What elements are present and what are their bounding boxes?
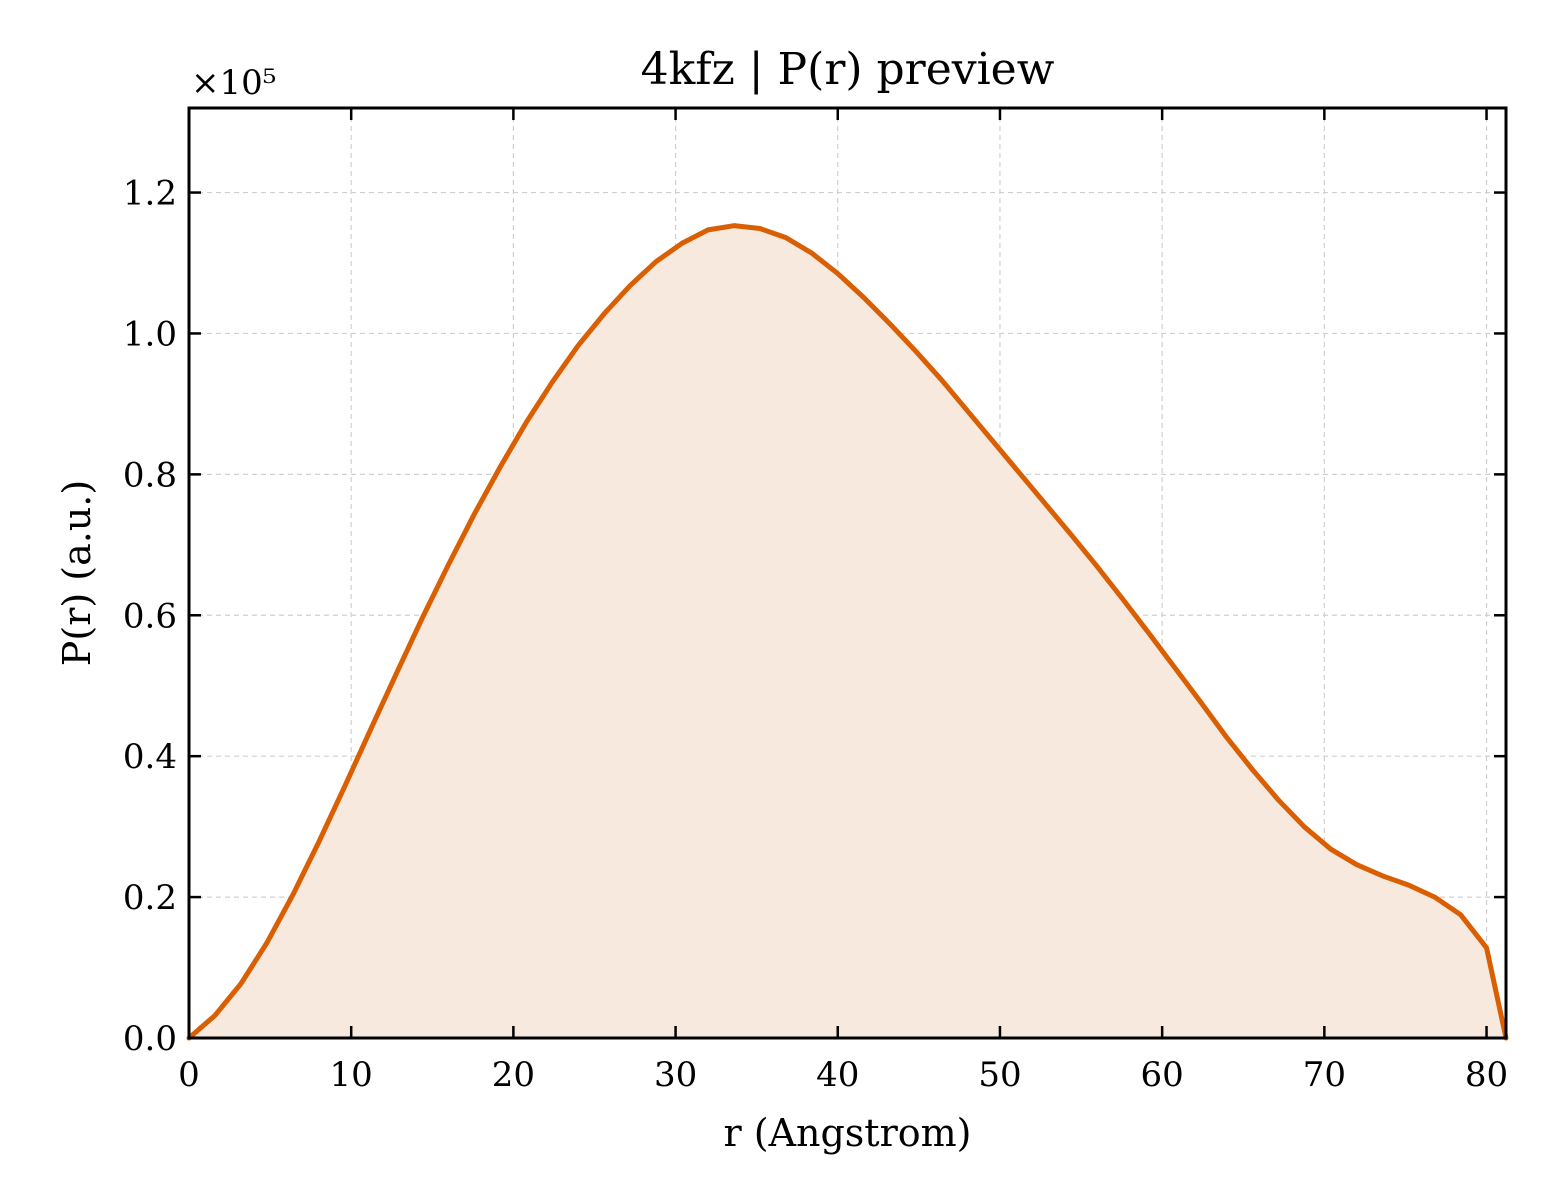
y-tick-label: 1.2 — [123, 174, 177, 214]
y-tick-label: 0.6 — [123, 596, 177, 636]
pr-area-fill — [189, 225, 1506, 1038]
area-layer — [189, 225, 1506, 1038]
tick-labels: 0 10 20 30 40 50 60 70 80 0.0 0.2 0.4 0.6 0.8 1.0 1.2 — [123, 174, 1508, 1095]
y-tick-label: 0.2 — [123, 878, 177, 918]
y-tick-label: 0.4 — [123, 737, 177, 777]
chart-title: 4kfz | P(r) preview — [641, 44, 1055, 95]
x-tick-label: 20 — [492, 1055, 535, 1095]
pr-series-line — [186, 223, 1509, 1041]
x-tick-label: 30 — [654, 1055, 697, 1095]
y-tick-label: 0.0 — [123, 1019, 177, 1059]
x-axis-label: r (Angstrom) — [724, 1111, 972, 1155]
y-axis-label: P(r) (a.u.) — [55, 480, 99, 666]
y-axis-multiplier: ×10⁵ — [191, 63, 276, 103]
x-tick-label: 40 — [816, 1055, 859, 1095]
x-tick-label: 70 — [1303, 1055, 1346, 1095]
x-tick-label: 0 — [178, 1055, 200, 1095]
x-tick-label: 80 — [1465, 1055, 1508, 1095]
x-tick-label: 10 — [330, 1055, 373, 1095]
y-tick-label: 0.8 — [123, 455, 177, 495]
y-tick-label: 1.0 — [123, 314, 177, 354]
ticks — [187, 108, 1506, 1040]
x-tick-label: 50 — [978, 1055, 1021, 1095]
plot-frame — [187, 106, 1508, 1040]
line-layer — [186, 223, 1509, 1041]
x-tick-label: 60 — [1141, 1055, 1184, 1095]
